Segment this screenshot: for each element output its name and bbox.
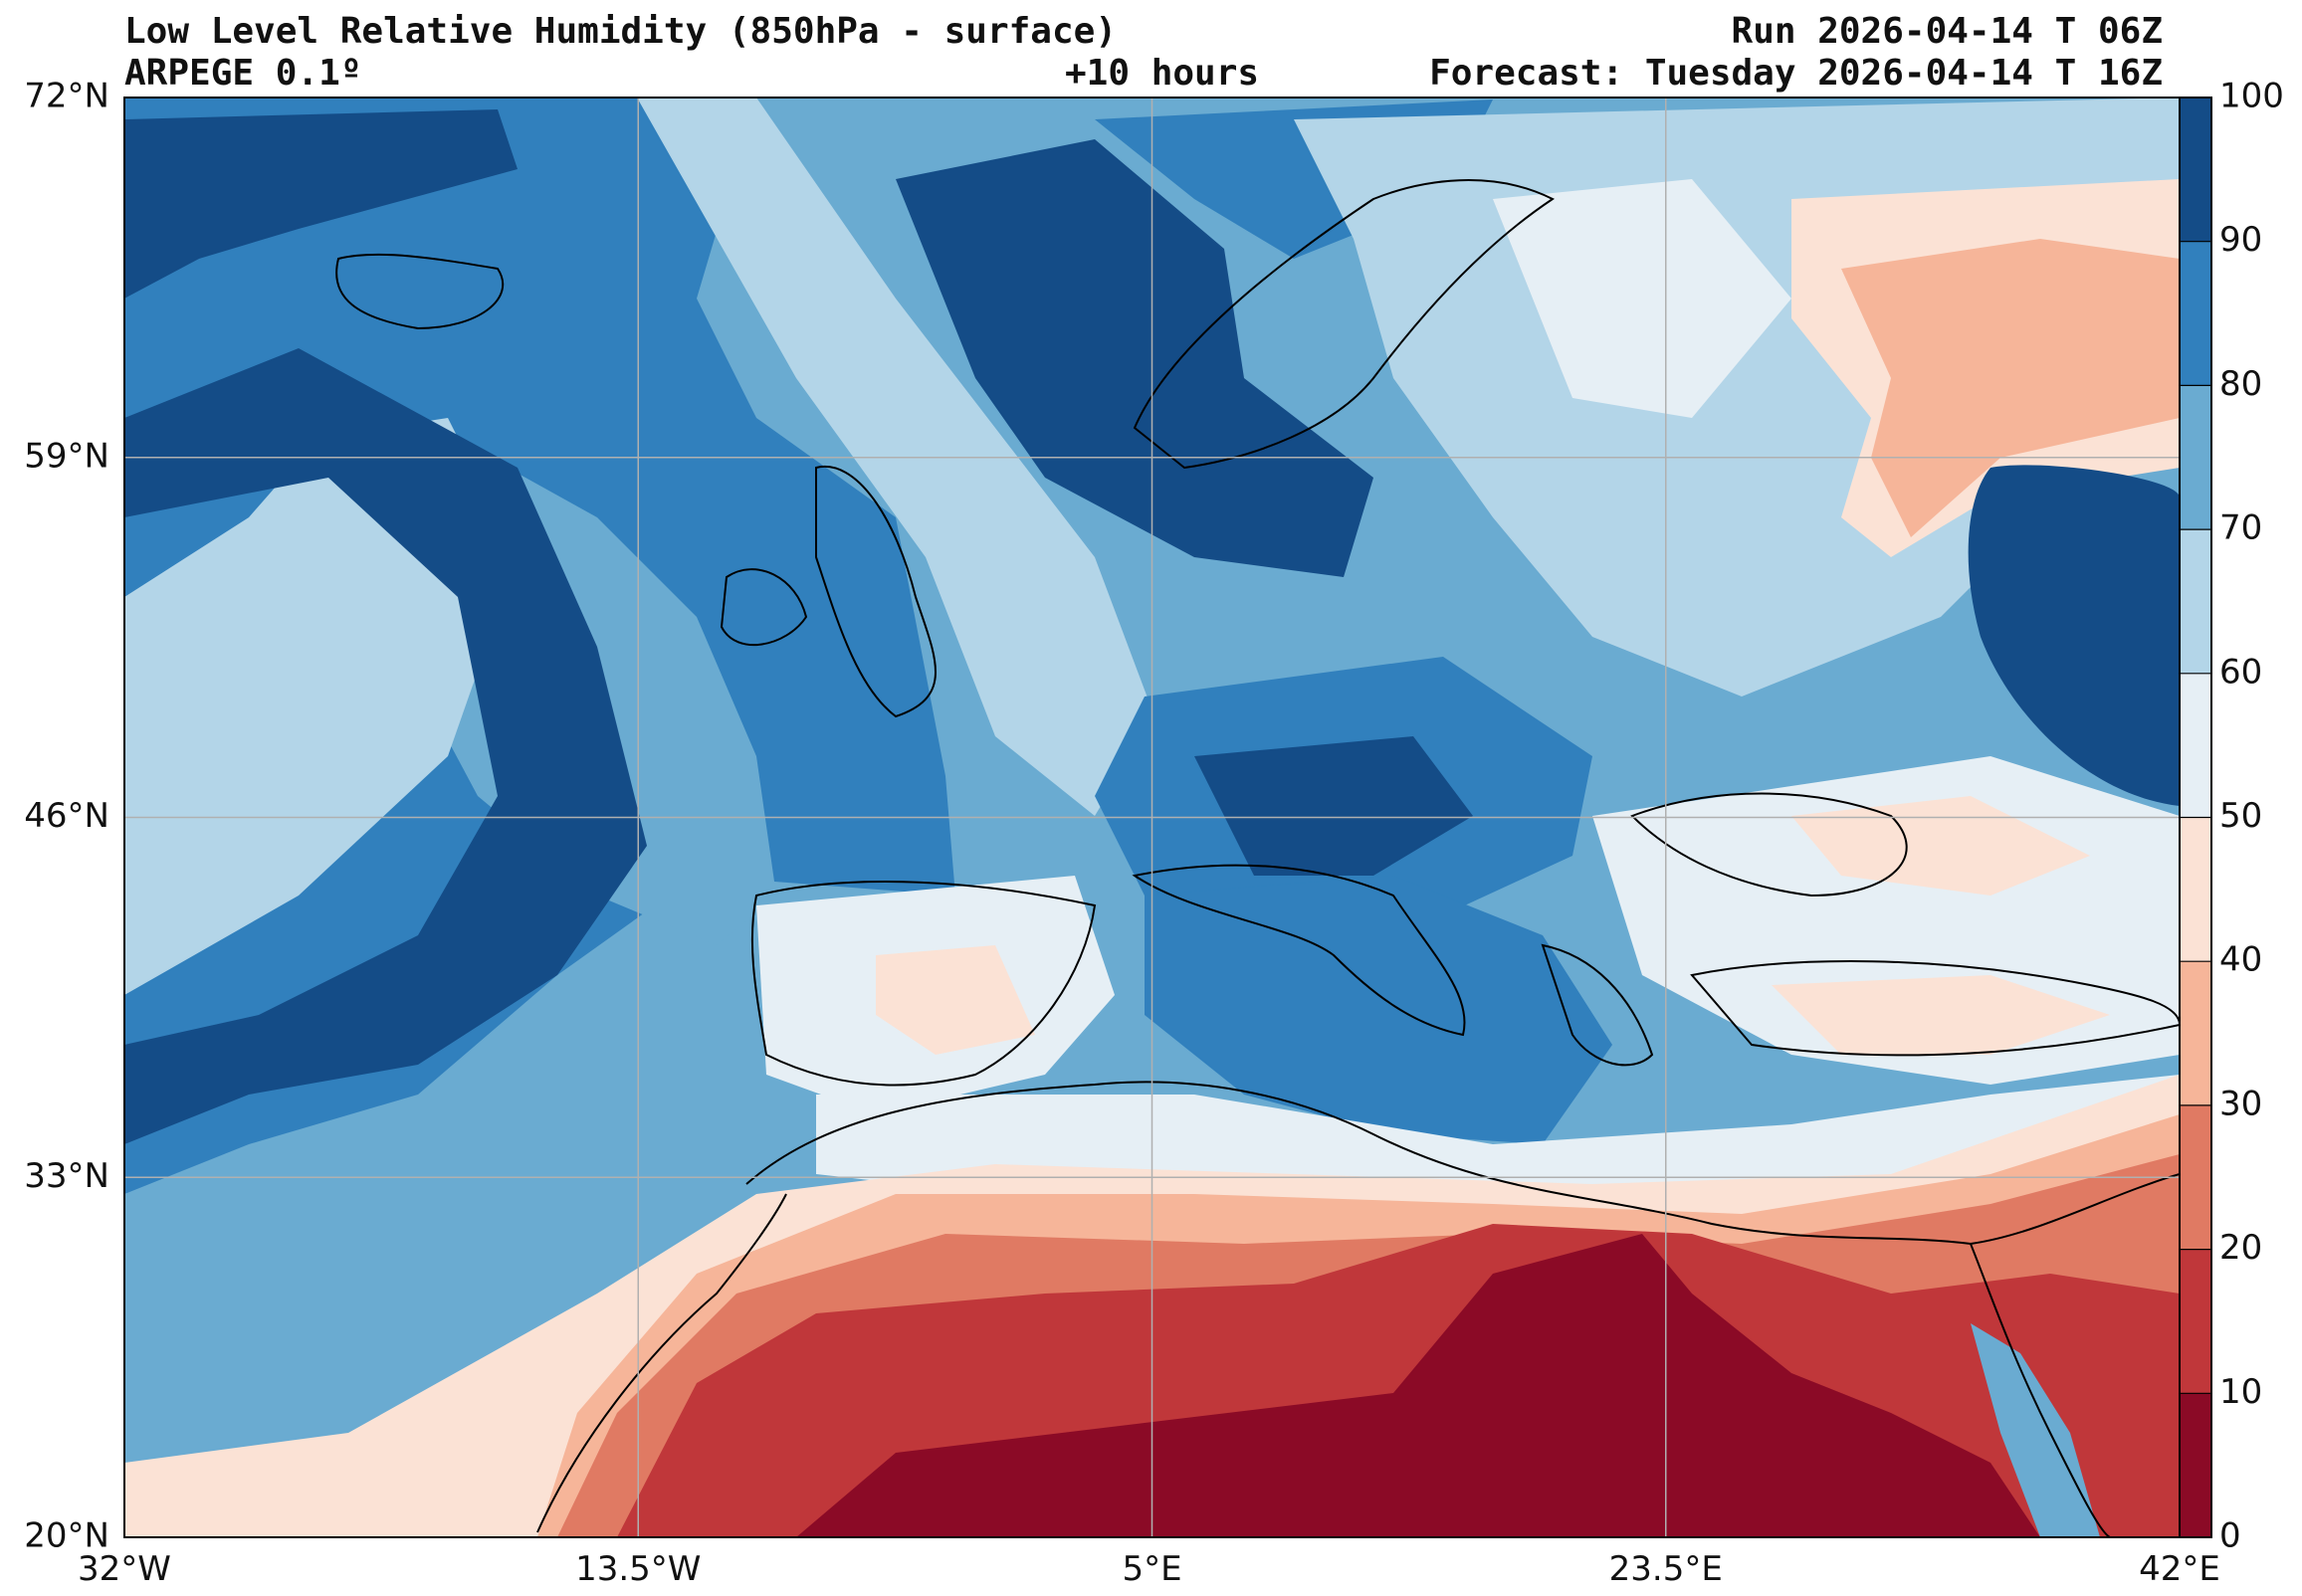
lon-tick-23-5e: 23.5°E (1609, 1549, 1723, 1589)
colorbar-swatch (2180, 1393, 2211, 1537)
colorbar-tick-label: 40 (2219, 940, 2262, 980)
gridlines (124, 98, 2180, 1537)
colorbar-tick-label: 90 (2219, 220, 2262, 260)
run-time: Run 2026-04-14 T 06Z (1731, 11, 2163, 52)
lead-time: +10 hours (1065, 53, 1260, 94)
colorbar-tick-label: 100 (2219, 77, 2284, 116)
lat-tick-33: 33°N (24, 1156, 109, 1196)
colorbar-swatch (2180, 673, 2211, 818)
colorbar-tick-label: 60 (2219, 652, 2262, 692)
lon-tick-13-5w: 13.5°W (575, 1549, 701, 1589)
colorbar-swatch (2180, 961, 2211, 1105)
colorbar-tick-label: 0 (2219, 1516, 2241, 1556)
colorbar-swatch (2180, 385, 2211, 530)
coastlines (335, 179, 2180, 1537)
colorbar-swatch (2180, 529, 2211, 674)
forecast-time: Forecast: Tuesday 2026-04-14 T 16Z (1429, 53, 2163, 94)
colorbar: 0 10 20 30 40 50 60 70 80 90 100 (2179, 77, 2284, 1556)
colorbar-tick-label: 80 (2219, 364, 2262, 404)
lon-tick-42e: 42°E (2139, 1549, 2220, 1589)
colorbar-swatch (2180, 241, 2211, 386)
lon-tick-5e: 5°E (1122, 1549, 1181, 1589)
colorbar-swatch (2180, 1249, 2211, 1394)
lat-axis: 72°N 59°N 46°N 33°N 20°N (24, 77, 109, 1556)
colorbar-swatch (2180, 98, 2211, 242)
lon-axis: 32°W 13.5°W 5°E 23.5°E 42°E (78, 1549, 2220, 1589)
colorbar-tick-label: 70 (2219, 508, 2262, 548)
lat-tick-20: 20°N (24, 1516, 109, 1556)
colorbar-tick-label: 20 (2219, 1228, 2262, 1268)
lon-tick-32w: 32°W (78, 1549, 171, 1589)
lat-tick-59: 59°N (24, 436, 109, 476)
colorbar-tick-label: 50 (2219, 796, 2262, 836)
colorbar-swatch (2180, 817, 2211, 962)
colorbar-tick-label: 30 (2219, 1084, 2262, 1123)
colorbar-swatch (2180, 1104, 2211, 1250)
colorbar-tick-label: 10 (2219, 1372, 2262, 1412)
lat-tick-72: 72°N (24, 77, 109, 116)
map-title: Low Level Relative Humidity (850hPa - su… (124, 11, 1117, 52)
lat-tick-46: 46°N (24, 796, 109, 836)
model-name: ARPEGE 0.1º (124, 53, 362, 94)
